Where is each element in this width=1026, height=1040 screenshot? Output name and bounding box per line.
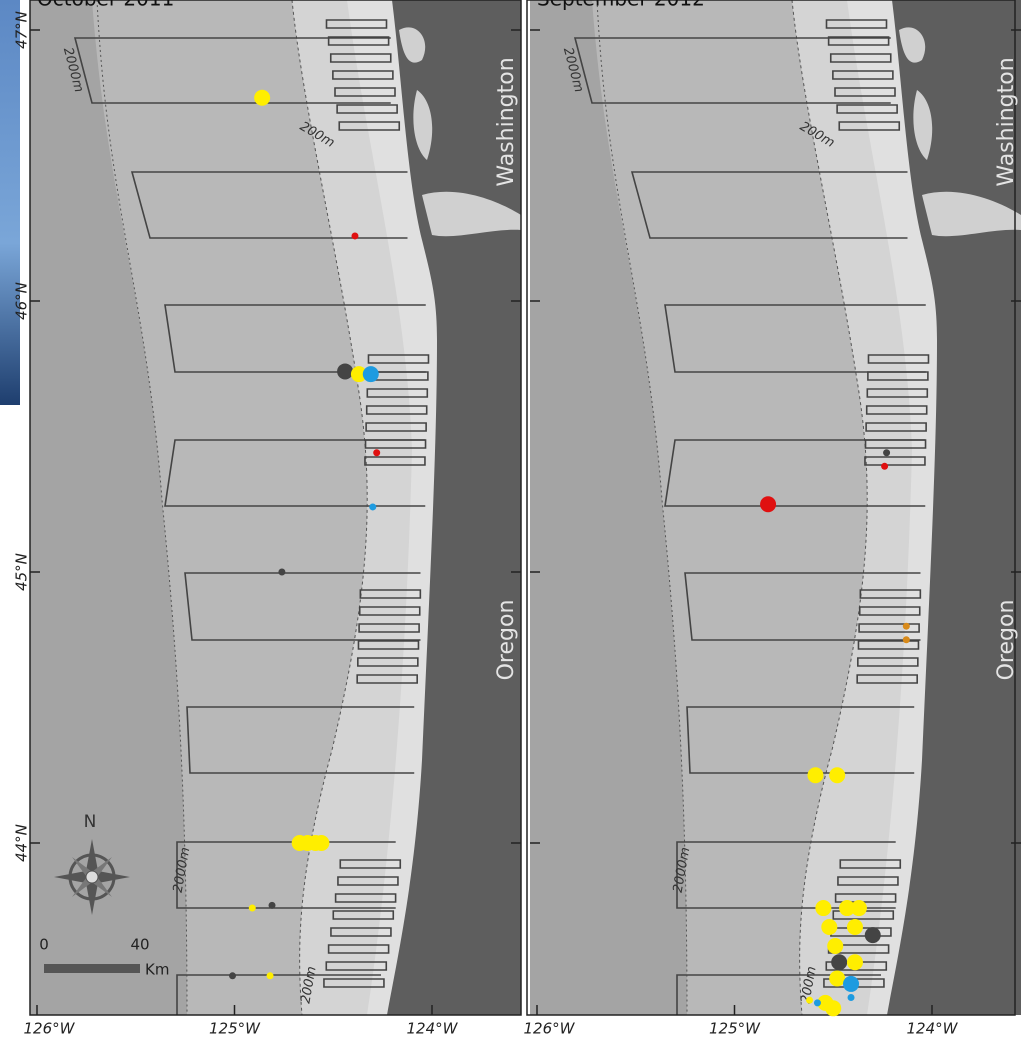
sighting — [278, 569, 285, 576]
sighting — [337, 363, 353, 379]
sighting — [269, 902, 276, 909]
compass-label: N — [84, 812, 97, 832]
sighting — [760, 496, 776, 512]
region-label: Oregon — [994, 600, 1019, 681]
panel-title: October 2011 — [37, 0, 174, 11]
sighting — [829, 971, 845, 987]
sighting — [369, 503, 376, 510]
sighting — [851, 900, 867, 916]
lon-label: 126°W — [524, 1020, 576, 1038]
sighting — [847, 954, 863, 970]
sighting — [351, 232, 358, 239]
map-figure: October 2011 47°N 46°N 45°N 44°N 126°W 125°W 12… — [0, 0, 1026, 1040]
sighting — [267, 972, 274, 979]
lon-label: 125°W — [209, 1020, 261, 1038]
panel-title: September 2012 — [537, 0, 705, 11]
sighting — [229, 972, 236, 979]
sighting — [903, 623, 910, 630]
lat-label: 46°N — [13, 282, 31, 320]
sighting — [827, 938, 843, 954]
sighting — [249, 905, 256, 912]
sighting — [807, 767, 823, 783]
region-label: Washington — [994, 57, 1019, 186]
region-label: Washington — [494, 57, 519, 186]
sighting — [373, 449, 380, 456]
scale-unit: Km — [145, 961, 169, 979]
sighting — [825, 1000, 841, 1016]
basemap — [530, 0, 1021, 1040]
sighting — [254, 90, 270, 106]
scale-bar — [44, 964, 140, 973]
lon-label: 124°W — [407, 1020, 459, 1038]
sighting — [313, 835, 329, 851]
sighting — [821, 919, 837, 935]
lon-label: 125°W — [709, 1020, 761, 1038]
scale-label: 40 — [130, 936, 149, 954]
sighting — [363, 366, 379, 382]
lon-label: 124°W — [907, 1020, 959, 1038]
lat-label: 47°N — [13, 11, 31, 49]
sighting — [848, 994, 855, 1001]
scale-label: 0 — [39, 936, 49, 954]
sighting — [814, 999, 821, 1006]
region-label: Oregon — [494, 600, 519, 681]
sighting — [806, 997, 813, 1004]
photo-fragment — [0, 0, 20, 405]
sighting — [829, 767, 845, 783]
sighting — [881, 463, 888, 470]
map-panel: September 2012 126°W 125°W 124°W Washington O… — [524, 0, 1021, 1040]
sighting — [883, 449, 890, 456]
lat-label: 45°N — [13, 553, 31, 591]
lat-label: 44°N — [13, 824, 31, 862]
lon-label: 126°W — [24, 1020, 76, 1038]
sighting — [865, 927, 881, 943]
sighting — [831, 954, 847, 970]
sighting — [843, 976, 859, 992]
sighting — [815, 900, 831, 916]
basemap — [30, 0, 521, 1040]
sighting — [847, 919, 863, 935]
sighting — [903, 636, 910, 643]
